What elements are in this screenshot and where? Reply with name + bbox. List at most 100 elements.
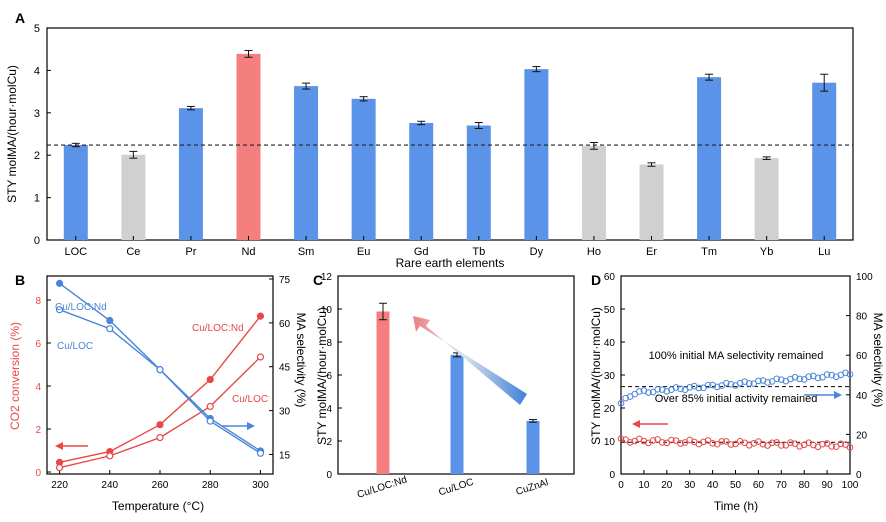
- series-point: [727, 380, 735, 388]
- bar-gd: [409, 122, 434, 240]
- x-tick-label: 90: [822, 480, 834, 491]
- panel-label: A: [15, 10, 25, 26]
- series-point: [55, 306, 64, 314]
- series-point: [55, 464, 64, 472]
- series-point: [677, 385, 684, 393]
- series-point: [658, 439, 666, 446]
- y-right-tick-label: 60: [856, 351, 868, 362]
- series-point: [768, 439, 776, 447]
- x-tick-label: 60: [753, 480, 765, 491]
- y-left-axis-title: STY molMA/(hour·molCu): [589, 307, 603, 445]
- series-point: [819, 440, 826, 448]
- y-tick-label: 5: [34, 23, 40, 35]
- y-right-axis-title: MA selectivity (%): [294, 313, 308, 408]
- bar-nd: [236, 53, 261, 240]
- x-tick-label: 280: [202, 480, 219, 491]
- series-point: [846, 444, 854, 451]
- y-right-tick-label: 15: [279, 450, 291, 461]
- arrow-left-head: [632, 420, 640, 428]
- x-tick-label: Tb: [472, 246, 485, 258]
- x-tick-label: Sm: [298, 246, 315, 258]
- y-right-tick-label: 45: [279, 363, 291, 374]
- series-point: [723, 438, 730, 445]
- x-tick-label: 20: [661, 480, 673, 491]
- series-point: [759, 440, 767, 448]
- y-left-tick-label: 0: [609, 470, 615, 481]
- x-tick-label: Cu/LOC: [437, 477, 475, 499]
- bar-cuznal: [526, 420, 540, 474]
- series-point: [156, 434, 164, 442]
- series-point: [846, 370, 854, 378]
- bar-ho: [581, 145, 606, 240]
- y-tick-label: 0: [34, 235, 40, 247]
- y-left-tick-label: 0: [35, 468, 41, 479]
- y-left-tick-label: 2: [35, 425, 41, 436]
- x-tick-label: 100: [842, 480, 859, 491]
- series-line-1: [59, 356, 261, 469]
- y-tick-label: 4: [34, 65, 40, 77]
- arrow-right-head: [247, 422, 255, 430]
- series-point: [622, 394, 629, 402]
- panel-label: D: [591, 272, 601, 288]
- series-point: [842, 441, 849, 448]
- y-tick-label: 10: [321, 305, 333, 316]
- series-point: [718, 438, 726, 445]
- series-point: [686, 384, 694, 391]
- x-tick-label: Er: [646, 246, 657, 258]
- x-axis-title: Temperature (°C): [112, 499, 204, 513]
- bar-dy: [524, 69, 549, 241]
- y-tick-label: 4: [326, 404, 332, 415]
- bar-tb: [466, 125, 491, 240]
- y-right-tick-label: 40: [856, 391, 868, 402]
- y-tick-label: 2: [34, 150, 40, 162]
- arrow-right-head: [834, 391, 842, 399]
- x-tick-label: 260: [152, 480, 169, 491]
- annotation-selectivity: 100% initial MA selectivity remained: [649, 350, 824, 362]
- series-point: [704, 437, 712, 444]
- series-point: [791, 373, 799, 381]
- x-tick-label: 80: [799, 480, 811, 491]
- y-axis-title: STY molMA/(hour·molCu): [5, 65, 19, 203]
- y-right-tick-label: 100: [856, 272, 873, 283]
- y-left-tick-label: 6: [35, 339, 41, 350]
- y-right-tick-label: 80: [856, 312, 868, 323]
- series-point: [704, 381, 712, 389]
- series-point: [782, 442, 790, 449]
- series-point: [727, 441, 735, 448]
- x-tick-label: 220: [51, 480, 68, 491]
- label-blue-nd: Cu/LOC:Nd: [55, 302, 107, 313]
- x-tick-label: CuZnAl: [515, 477, 550, 498]
- bar-er: [639, 164, 664, 240]
- series-point: [636, 388, 643, 395]
- series-point: [256, 312, 265, 320]
- series-point: [256, 353, 265, 361]
- x-tick-label: Ce: [126, 246, 140, 258]
- series-point: [745, 380, 753, 387]
- series-point: [828, 443, 835, 450]
- bar-loc: [63, 145, 88, 240]
- panel-a: A 0 1 2 3 4 5 LOC Ce Pr Nd Sm Eu Gd Tb Dy Ho Er Tm Yb Lu Rare…: [5, 10, 854, 270]
- y-left-tick-label: 20: [604, 404, 616, 415]
- y-left-tick-label: 10: [604, 437, 616, 448]
- series-point: [700, 438, 707, 446]
- y-axis-title: STY molMA/(hour·molCu): [315, 307, 329, 445]
- x-axis-title: Rare earth elements: [396, 256, 505, 270]
- y-tick-label: 1: [34, 193, 40, 205]
- x-tick-label: Dy: [530, 246, 544, 258]
- series-point: [617, 400, 625, 407]
- series-point: [814, 374, 822, 382]
- series-point: [823, 440, 831, 447]
- y-left-tick-label: 30: [604, 371, 616, 382]
- y-left-tick-label: 40: [604, 338, 616, 349]
- series-point: [649, 437, 657, 444]
- series-point: [106, 325, 114, 333]
- series-point: [695, 384, 703, 392]
- y-right-tick-label: 30: [279, 407, 291, 418]
- bar-lu: [812, 82, 837, 240]
- series-point: [764, 379, 771, 386]
- series-point: [663, 439, 671, 447]
- x-tick-label: 70: [776, 480, 788, 491]
- x-tick-label: Nd: [241, 246, 255, 258]
- series-point: [773, 375, 781, 383]
- x-tick-label: Gd: [414, 246, 429, 258]
